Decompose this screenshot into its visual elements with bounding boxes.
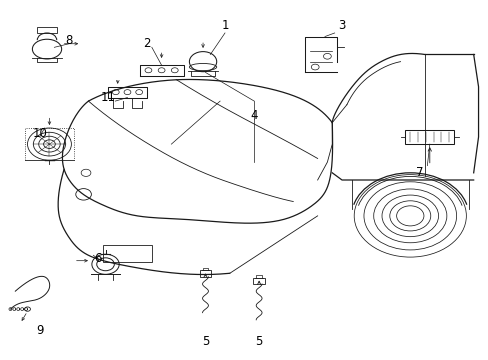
Bar (405, 130, 453, 144)
Bar (199, 270, 211, 277)
Text: 9: 9 (36, 324, 43, 337)
Bar (253, 278, 264, 284)
Text: 5: 5 (202, 335, 209, 348)
Bar (103, 244, 152, 262)
Text: 7: 7 (415, 166, 423, 179)
Text: 8: 8 (65, 33, 73, 47)
Text: 11: 11 (100, 91, 115, 104)
Text: 5: 5 (255, 335, 262, 348)
Text: 1: 1 (221, 19, 228, 32)
Text: 3: 3 (338, 19, 345, 32)
Text: 6: 6 (94, 252, 102, 265)
Text: 2: 2 (143, 37, 150, 50)
Text: 4: 4 (250, 109, 258, 122)
Bar (37, 27, 57, 33)
Text: 10: 10 (32, 127, 47, 140)
